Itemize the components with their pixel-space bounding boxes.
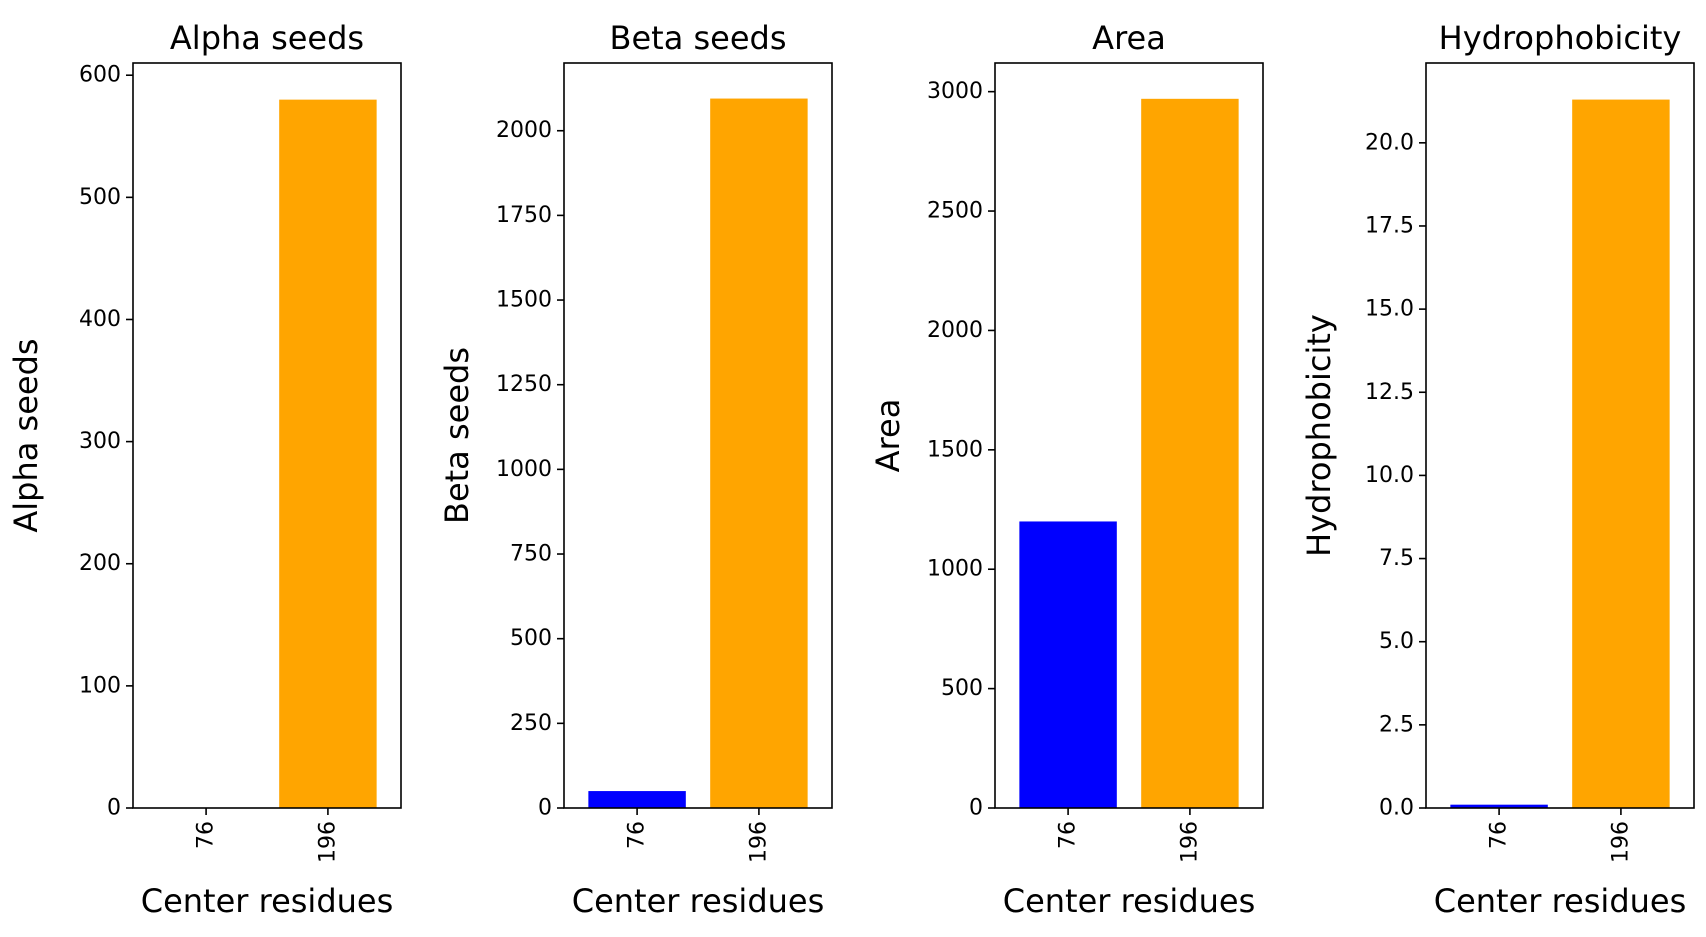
bar-76	[588, 791, 686, 808]
x-axis-label: Center residues	[1003, 882, 1256, 920]
y-tick-label: 100	[79, 673, 121, 698]
x-axis-label: Center residues	[141, 882, 394, 920]
bar-196	[1572, 99, 1670, 808]
chart-title: Alpha seeds	[170, 19, 364, 57]
chart-title: Beta seeds	[610, 19, 787, 57]
y-tick-label: 2000	[496, 118, 552, 143]
chart-title: Hydrophobicity	[1439, 19, 1682, 57]
y-tick-label: 1500	[496, 288, 552, 313]
y-tick-label: 0	[107, 796, 121, 821]
bar-196	[710, 98, 808, 808]
chart-title: Area	[1092, 19, 1166, 57]
y-tick-label: 2500	[927, 199, 983, 224]
plot-frame	[994, 62, 1264, 809]
x-tick-label-76: 76	[625, 821, 650, 849]
subplot-3: 76 196 0 500 1000 1500 2000 2500 3000 Area Center …	[869, 19, 1264, 920]
y-axis-label: Area	[869, 399, 907, 473]
y-tick-label: 500	[510, 626, 552, 651]
subplot-4: 76 196 0.0 2.5 5.0 7.5 10.0 12.5 15.0 17.5 20.0 Hyd…	[1300, 19, 1695, 920]
y-tick-label: 1500	[927, 437, 983, 462]
y-tick-label: 12.5	[1365, 380, 1414, 405]
x-tick-label-196: 196	[1608, 821, 1633, 863]
y-tick-label: 1000	[927, 557, 983, 582]
x-tick-label-76: 76	[1056, 821, 1081, 849]
x-tick-label-196: 196	[746, 821, 771, 863]
x-axis-label: Center residues	[572, 882, 825, 920]
x-tick-label-196: 196	[315, 821, 340, 863]
x-tick-label-76: 76	[1487, 821, 1512, 849]
x-tick-label-196: 196	[1177, 821, 1202, 863]
bar-196	[1141, 98, 1239, 808]
plot-frame	[1425, 62, 1695, 809]
y-axis-label: Alpha seeds	[7, 338, 45, 532]
y-tick-label: 10.0	[1365, 463, 1414, 488]
y-tick-label: 300	[79, 429, 121, 454]
subplot-1: 76 196 0 100 200 300 400 500 600 Alpha seeds Cente…	[7, 19, 402, 920]
x-axis-label: Center residues	[1434, 882, 1687, 920]
y-tick-label: 500	[79, 185, 121, 210]
bar-76	[1450, 804, 1548, 808]
y-tick-label: 0	[538, 796, 552, 821]
y-axis-label: Hydrophobicity	[1300, 314, 1338, 557]
y-tick-label: 200	[79, 551, 121, 576]
y-tick-label: 2000	[927, 318, 983, 343]
y-axis-label: Beta seeds	[438, 347, 476, 524]
plot-frame	[132, 62, 402, 809]
y-tick-label: 20.0	[1365, 130, 1414, 155]
y-tick-label: 400	[79, 307, 121, 332]
bar-76	[1019, 521, 1117, 808]
y-tick-label: 0	[969, 796, 983, 821]
y-tick-label: 7.5	[1379, 546, 1414, 571]
y-tick-label: 0.0	[1379, 796, 1414, 821]
y-tick-label: 1750	[496, 203, 552, 228]
y-tick-label: 15.0	[1365, 297, 1414, 322]
plot-frame	[563, 62, 833, 809]
y-tick-label: 3000	[927, 79, 983, 104]
y-tick-label: 2.5	[1379, 712, 1414, 737]
y-tick-label: 17.5	[1365, 213, 1414, 238]
bar-196	[279, 99, 377, 808]
y-tick-label: 600	[79, 63, 121, 88]
y-tick-label: 1000	[496, 457, 552, 482]
y-tick-label: 1250	[496, 372, 552, 397]
x-tick-label-76: 76	[194, 821, 219, 849]
y-tick-label: 250	[510, 711, 552, 736]
y-tick-label: 500	[941, 676, 983, 701]
y-tick-label: 750	[510, 542, 552, 567]
subplot-2: 76 196 0 250 500 750 1000 1250 1500 1750 2000 Beta …	[438, 19, 833, 920]
y-tick-label: 5.0	[1379, 629, 1414, 654]
